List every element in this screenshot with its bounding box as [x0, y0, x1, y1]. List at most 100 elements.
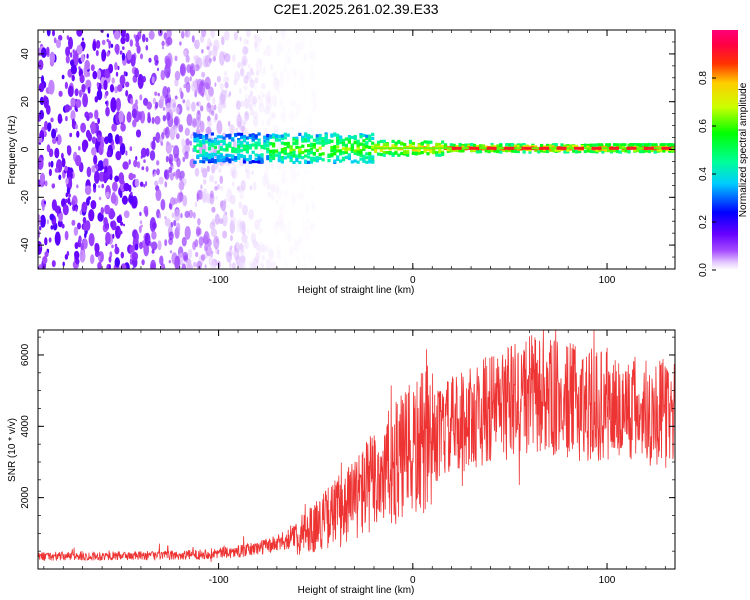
noise-speckle: [48, 237, 52, 243]
noise-speckle: [279, 30, 286, 40]
signal-cell: [510, 143, 515, 147]
noise-speckle: [103, 79, 108, 91]
signal-cell: [426, 142, 430, 146]
signal-cell: [225, 148, 229, 152]
signal-cell: [257, 154, 261, 158]
signal-cell: [228, 136, 232, 140]
signal-cell: [245, 158, 249, 162]
snr-y-tick-label: 6000: [20, 343, 31, 366]
noise-speckle: [310, 89, 317, 104]
noise-speckle: [86, 53, 89, 59]
noise-speckle: [302, 93, 306, 100]
signal-cell: [274, 135, 279, 139]
noise-speckle: [147, 112, 151, 119]
noise-speckle: [149, 150, 156, 161]
signal-cell: [202, 140, 206, 144]
noise-speckle: [247, 70, 252, 79]
signal-cell: [257, 138, 261, 142]
noise-speckle: [296, 192, 302, 202]
signal-cell: [350, 149, 354, 153]
signal-cell: [263, 145, 267, 149]
signal-cell: [368, 153, 372, 157]
noise-speckle: [310, 256, 314, 264]
signal-cell: [554, 148, 558, 152]
noise-speckle: [165, 155, 169, 163]
noise-speckle: [281, 105, 287, 112]
noise-speckle: [229, 220, 235, 234]
spectrogram-y-tick-label: 0: [20, 146, 31, 152]
noise-speckle: [79, 210, 83, 215]
noise-speckle: [166, 36, 173, 46]
noise-speckle: [304, 210, 310, 221]
noise-speckle: [265, 91, 272, 104]
signal-cell: [245, 149, 249, 153]
signal-cell: [438, 143, 442, 147]
signal-cell: [344, 145, 348, 149]
noise-speckle: [239, 221, 246, 230]
signal-cell: [545, 149, 550, 154]
signal-cell: [231, 138, 235, 142]
noise-speckle: [186, 106, 190, 111]
signal-cell: [315, 156, 319, 160]
noise-speckle: [238, 201, 243, 209]
signal-cell: [301, 156, 305, 160]
noise-speckle: [296, 163, 301, 170]
noise-speckle: [119, 143, 126, 155]
noise-speckle: [80, 243, 84, 251]
signal-cell: [639, 150, 643, 154]
signal-cell: [251, 134, 255, 138]
signal-cell: [280, 136, 284, 140]
noise-speckle: [266, 179, 269, 185]
noise-speckle: [286, 38, 292, 51]
signal-cell: [309, 147, 314, 151]
noise-speckle: [79, 74, 85, 84]
signal-cell: [234, 147, 238, 151]
noise-speckle: [120, 251, 125, 259]
noise-speckle: [231, 216, 237, 225]
noise-speckle: [73, 226, 79, 236]
noise-speckle: [105, 101, 108, 105]
noise-speckle: [276, 187, 280, 193]
noise-speckle: [128, 193, 134, 204]
noise-speckle: [166, 141, 170, 146]
noise-speckle: [129, 146, 133, 152]
noise-speckle: [109, 84, 115, 93]
signal-cell: [225, 143, 229, 147]
noise-speckle: [311, 101, 316, 111]
noise-speckle: [94, 109, 99, 120]
signal-cell: [668, 149, 672, 153]
noise-speckle: [179, 175, 182, 182]
snr-x-tick-label: 100: [599, 575, 616, 586]
signal-cell: [312, 156, 316, 160]
signal-cell: [266, 136, 270, 141]
noise-speckle: [269, 112, 275, 121]
noise-speckle: [114, 246, 120, 255]
signal-cell: [207, 146, 212, 150]
noise-speckle: [243, 240, 249, 250]
signal-cell: [365, 152, 369, 156]
signal-cell: [400, 151, 404, 155]
noise-speckle: [132, 174, 136, 179]
signal-cell: [315, 137, 319, 142]
signal-cell: [435, 153, 439, 157]
signal-cell: [272, 142, 276, 146]
signal-cell: [423, 140, 427, 144]
noise-speckle: [176, 157, 181, 168]
noise-speckle: [151, 140, 156, 151]
signal-cell: [240, 132, 244, 136]
noise-speckle: [253, 116, 259, 127]
noise-speckle: [199, 244, 203, 248]
signal-cell: [473, 143, 477, 147]
signal-cell: [470, 143, 474, 147]
noise-speckle: [292, 113, 295, 119]
signal-cell: [458, 143, 462, 147]
noise-speckle: [80, 122, 86, 133]
noise-speckle: [164, 218, 171, 227]
noise-speckle: [164, 126, 170, 139]
noise-speckle: [301, 220, 306, 230]
noise-speckle: [192, 212, 196, 219]
snr-panel: -100 0 100 2000 4000 6000 Height of straight…: [7, 329, 676, 596]
noise-speckle: [78, 235, 82, 244]
noise-speckle: [184, 151, 189, 160]
noise-speckle: [207, 102, 211, 109]
